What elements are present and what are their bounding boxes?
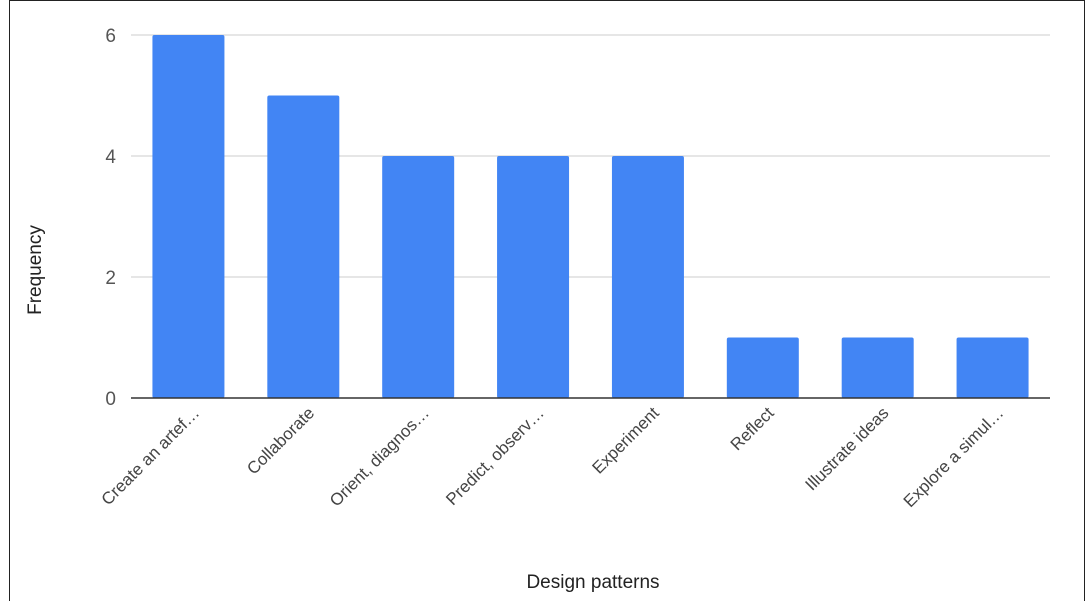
x-tick-label: Illustrate ideas [802,403,893,494]
bar [611,156,684,398]
y-tick-label: 2 [105,268,116,289]
x-tick-label: Create an artef… [98,403,204,509]
bar [267,95,340,398]
x-axis-title: Design patterns [526,572,659,593]
bar [382,156,455,398]
y-tick-label: 0 [105,389,116,410]
bar [497,156,570,398]
bar [726,337,799,398]
x-tick-label: Orient, diagnos… [326,403,433,510]
y-axis-title: Frequency [25,225,46,315]
x-axis-ticks: Create an artef… Collaborate Orient, diagn… [98,403,1008,511]
bar [841,337,914,398]
x-tick-label: Explore a simul… [900,403,1008,511]
bar [956,337,1029,398]
x-tick-label: Reflect [727,403,778,454]
bars [152,35,1029,398]
x-tick-label: Collaborate [243,403,318,478]
x-tick-label: Experiment [589,403,663,477]
x-tick-label: Predict, observ… [442,403,548,509]
bar [152,35,225,398]
y-axis-ticks: 0 2 4 6 [105,26,116,410]
y-tick-label: 4 [105,147,116,168]
y-tick-label: 6 [105,26,116,47]
